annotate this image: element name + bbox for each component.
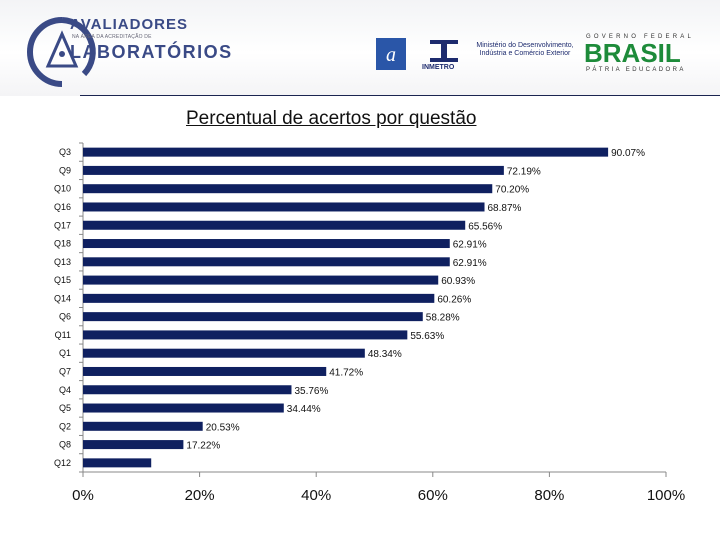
bar-q17 (83, 220, 466, 230)
x-tick-label: 20% (185, 487, 215, 504)
header-divider (80, 95, 720, 96)
bar-q13 (83, 257, 450, 267)
data-label: 90.07% (611, 148, 645, 159)
chart-title: Percentual de acertos por questão (186, 108, 477, 129)
y-tick-label: Q3 (59, 147, 71, 157)
bar-q6 (83, 312, 423, 322)
data-label: 60.26% (437, 294, 471, 305)
y-tick-label: Q16 (54, 202, 71, 212)
bar-q11 (83, 330, 408, 340)
bar-q14 (83, 293, 435, 303)
x-tick-label: 60% (418, 487, 448, 504)
bar-q5 (83, 403, 284, 413)
bar-q3 (83, 147, 609, 157)
data-label: 48.34% (368, 349, 402, 360)
data-label: 62.91% (453, 258, 487, 269)
bar-q1 (83, 348, 365, 358)
y-tick-label: Q12 (54, 458, 71, 468)
data-label: 65.56% (468, 221, 502, 232)
avaliadores-logo-icon (27, 17, 96, 87)
y-tick-label: Q8 (59, 440, 71, 450)
y-tick-label: Q14 (54, 293, 71, 303)
logo-subtitle: NA ÁREA DA ACREDITAÇÃO DE (72, 34, 152, 40)
partner-logo-icon: a (376, 38, 406, 70)
y-tick-label: Q9 (59, 165, 71, 175)
logo-title-2: LABORATÓRIOS (70, 42, 233, 62)
logo-title-1: AVALIADORES (70, 16, 188, 33)
bar-q8 (83, 440, 184, 450)
y-tick-label: Q7 (59, 366, 71, 376)
data-label: 68.87% (488, 203, 522, 214)
y-tick-label: Q4 (59, 385, 71, 395)
bar-q16 (83, 202, 485, 212)
x-tick-label: 0% (72, 487, 94, 504)
y-tick-label: Q15 (54, 275, 71, 285)
data-label: 41.72% (329, 367, 363, 378)
data-label: 58.28% (426, 313, 460, 324)
bar-q18 (83, 239, 450, 249)
bar-q4 (83, 385, 292, 395)
data-label: 62.91% (453, 240, 487, 251)
gov-line-bottom: PÁTRIA EDUCADORA (586, 67, 686, 73)
data-label: 70.20% (495, 185, 529, 196)
y-tick-label: Q11 (55, 330, 71, 340)
y-tick-label: Q10 (54, 184, 71, 194)
y-tick-label: Q5 (59, 403, 71, 413)
bar-q2 (83, 421, 203, 431)
x-tick-label: 40% (301, 487, 331, 504)
gov-brasil-wordmark: BRASIL (584, 38, 681, 68)
inmetro-label: INMETRO (422, 64, 455, 71)
header-banner: AVALIADORES NA ÁREA DA ACREDITAÇÃO DE LA… (0, 0, 720, 96)
svg-text:a: a (386, 44, 396, 66)
data-label: 55.63% (410, 331, 444, 342)
bar-q10 (83, 184, 493, 194)
gov-line-top: GOVERNO FEDERAL (586, 34, 695, 40)
bar-q15 (83, 275, 439, 285)
inmetro-logo-icon (430, 40, 458, 62)
data-label: 34.44% (287, 404, 321, 415)
data-label: 17.22% (186, 441, 220, 452)
data-label: 35.76% (294, 386, 328, 397)
data-label: 20.53% (206, 422, 240, 433)
y-tick-label: Q13 (54, 257, 71, 267)
bar-q9 (83, 165, 504, 175)
y-tick-label: Q17 (54, 220, 71, 230)
ministerio-text: Ministério do Desenvolvimento, Indústria… (476, 42, 574, 57)
y-tick-label: Q6 (59, 312, 71, 322)
y-tick-label: Q1 (59, 348, 71, 358)
x-tick-label: 80% (534, 487, 564, 504)
bar-q12 (83, 458, 152, 468)
data-label: 60.93% (441, 276, 475, 287)
y-tick-label: Q18 (54, 239, 71, 249)
x-tick-label: 100% (647, 487, 685, 504)
y-tick-label: Q2 (59, 421, 71, 431)
bar-q7 (83, 366, 327, 376)
data-label: 72.19% (507, 166, 541, 177)
